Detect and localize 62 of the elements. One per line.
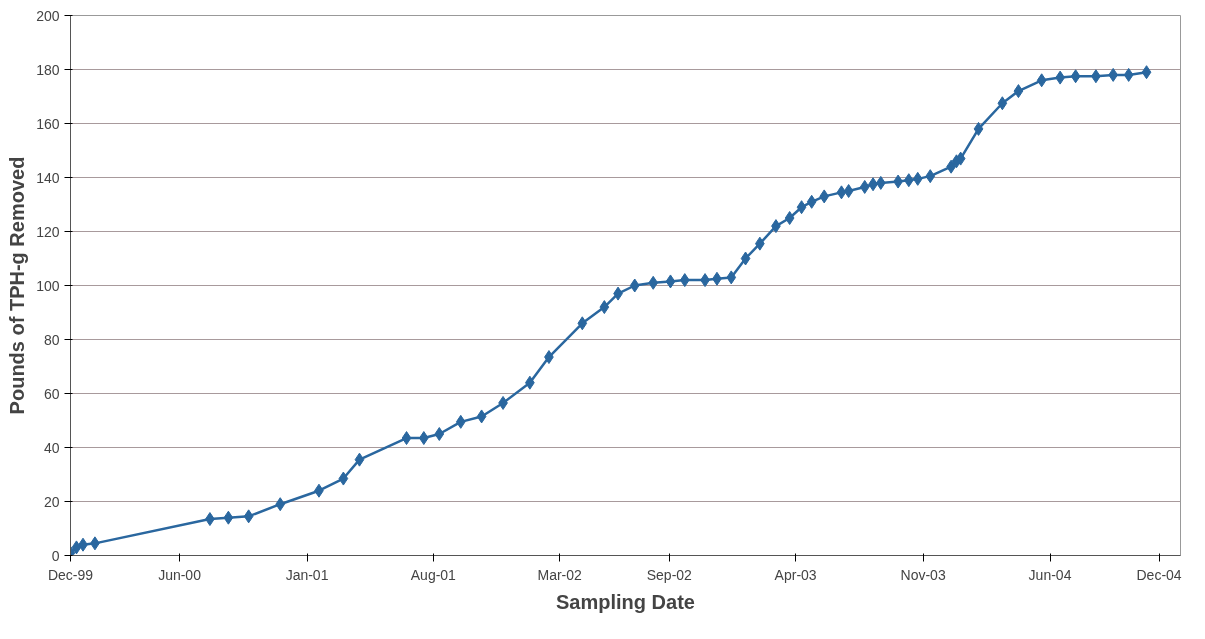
y-tick-label: 180 (36, 61, 60, 78)
point (955, 151, 966, 166)
y-tick-label: 100 (36, 277, 60, 294)
point (243, 509, 254, 524)
point (648, 275, 659, 290)
point (796, 200, 807, 215)
x-tick-label: Dec-04 (1136, 566, 1182, 583)
point (629, 278, 640, 293)
point (1141, 65, 1152, 80)
point (1123, 67, 1134, 82)
point (476, 409, 487, 424)
point (726, 270, 737, 285)
point (925, 169, 936, 184)
point (1108, 67, 1119, 82)
point (973, 121, 984, 136)
point (1013, 84, 1024, 99)
x-tick-label: Aug-01 (410, 566, 457, 583)
point (418, 431, 429, 446)
y-tick-label: 140 (36, 169, 60, 186)
x-axis-title: Sampling Date (556, 590, 695, 613)
point (455, 414, 466, 429)
point (997, 96, 1008, 111)
point (338, 471, 349, 486)
point (434, 427, 445, 441)
point (784, 211, 795, 225)
point (912, 171, 923, 186)
y-axis-title: Pounds of TPH-g Removed (6, 156, 29, 415)
point (599, 300, 610, 315)
x-tick-label: Sep-02 (646, 566, 693, 583)
point (875, 175, 886, 190)
point (843, 184, 854, 198)
point (275, 497, 286, 512)
x-tick-label: Mar-02 (537, 566, 583, 583)
y-tick-label: 60 (43, 385, 60, 402)
x-tick-label: Jun-04 (1028, 566, 1072, 583)
y-tick-label: 20 (43, 493, 60, 510)
point (401, 431, 412, 446)
point (679, 273, 690, 288)
y-tick-label: 120 (36, 223, 60, 240)
point (354, 452, 365, 467)
y-tick-label: 200 (36, 7, 60, 24)
x-tick-label: Dec-99 (47, 566, 94, 583)
point (1070, 69, 1081, 84)
point (859, 179, 870, 194)
point (577, 316, 588, 331)
point (903, 173, 914, 188)
point (740, 251, 751, 266)
y-tick-label: 0 (51, 547, 60, 564)
y-tick-label: 80 (43, 331, 60, 348)
y-tick-label: 160 (36, 115, 60, 132)
point (806, 194, 817, 209)
x-tick-label: Jun-00 (158, 566, 202, 583)
point (1036, 73, 1047, 88)
point (71, 540, 82, 555)
x-tick-label: Nov-03 (900, 566, 946, 583)
x-tick-label: Jan-01 (285, 566, 329, 583)
point (836, 185, 847, 200)
point (665, 274, 676, 289)
point (223, 510, 234, 525)
point (819, 189, 830, 204)
y-tick-label: 40 (43, 439, 60, 456)
x-tick-label: Apr-03 (774, 566, 817, 583)
